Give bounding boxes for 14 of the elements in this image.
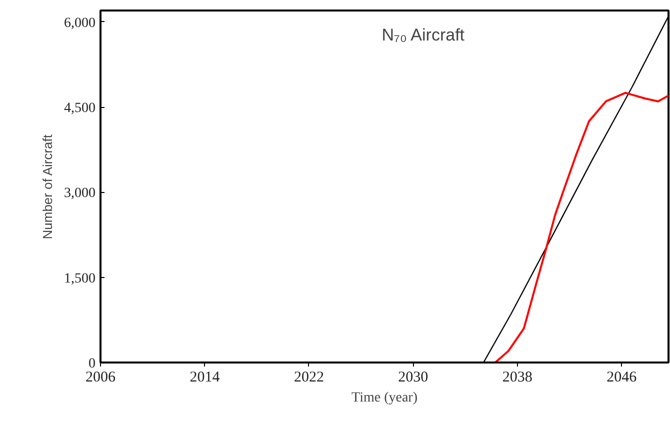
x-tick-label: 2046 <box>606 370 638 386</box>
y-tick-label: 4,500 <box>64 101 96 116</box>
x-axis-title: Time (year) <box>352 390 418 406</box>
y-tick-label: 3,000 <box>64 186 96 202</box>
x-tick-label: 2030 <box>398 370 428 386</box>
y-axis-title: Number of Aircraft <box>40 134 55 240</box>
y-tick-label: 0 <box>88 356 96 372</box>
x-tick-label: 2014 <box>190 370 220 386</box>
text: N₇₀ Aircraft <box>382 26 465 45</box>
x-tick-label: 2006 <box>86 370 116 386</box>
y-tick-label: 1,500 <box>64 271 96 286</box>
y-tick-label: 6,000 <box>64 16 96 31</box>
x-tick-label: 2022 <box>294 370 324 386</box>
x-tick-label: 2038 <box>502 370 532 386</box>
